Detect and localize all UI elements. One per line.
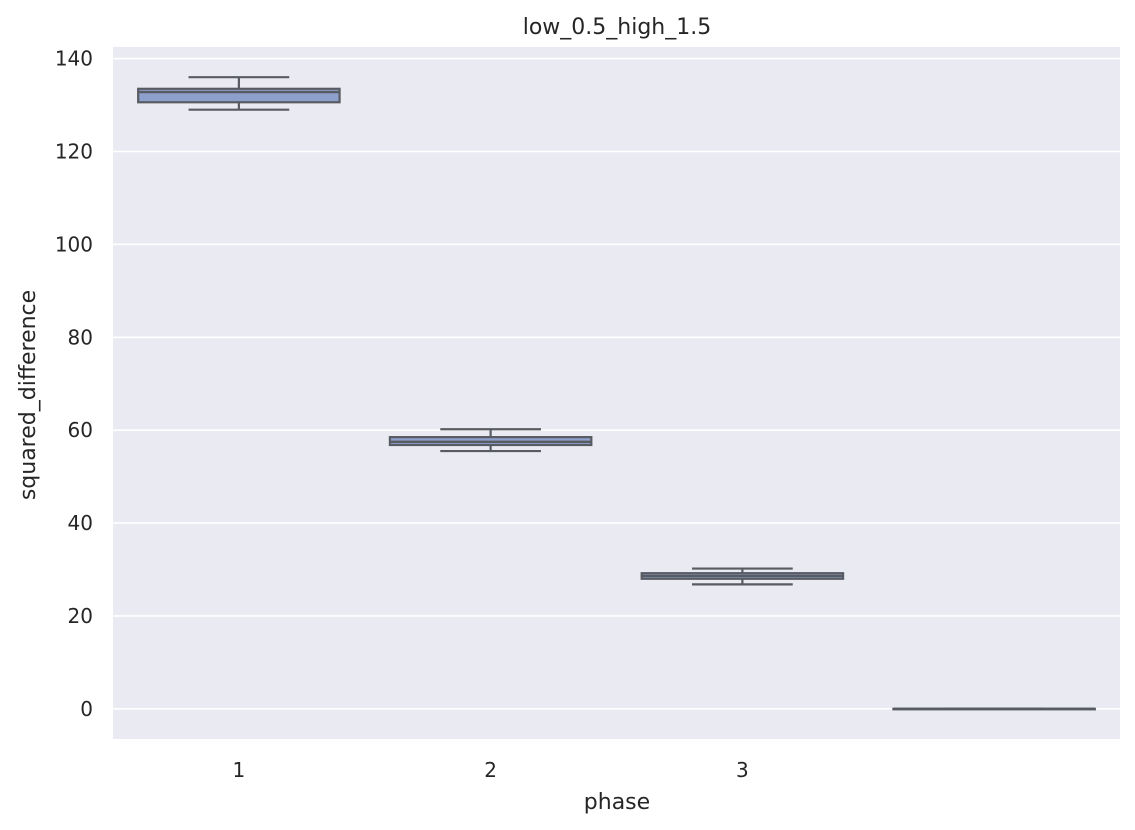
y-axis-label: squared_difference xyxy=(16,290,41,500)
box-1 xyxy=(137,76,341,111)
x-axis-ticks: 1 2 3 xyxy=(233,758,749,782)
box-2 xyxy=(388,428,593,453)
y-tick-label: 140 xyxy=(55,47,93,71)
x-tick-label: 2 xyxy=(484,758,497,782)
y-tick-label: 60 xyxy=(68,418,93,442)
y-tick-label: 0 xyxy=(80,697,93,721)
y-tick-label: 100 xyxy=(55,232,93,256)
x-axis-label: phase xyxy=(584,790,650,815)
y-tick-label: 80 xyxy=(68,325,93,349)
y-tick-label: 40 xyxy=(68,511,93,535)
box-3 xyxy=(640,567,845,586)
box-iqr xyxy=(137,87,341,104)
box-series xyxy=(137,76,1096,711)
x-tick-label: 1 xyxy=(233,758,246,782)
y-tick-label: 20 xyxy=(68,604,93,628)
grid-lines xyxy=(113,57,1120,710)
plot-area xyxy=(113,47,1120,739)
y-axis-ticks: 0 20 40 60 80 100 120 140 xyxy=(55,47,93,721)
x-tick-label: 3 xyxy=(736,758,749,782)
y-tick-label: 120 xyxy=(55,139,93,163)
chart-title: low_0.5_high_1.5 xyxy=(523,15,712,40)
box-group-4 xyxy=(892,707,1096,711)
